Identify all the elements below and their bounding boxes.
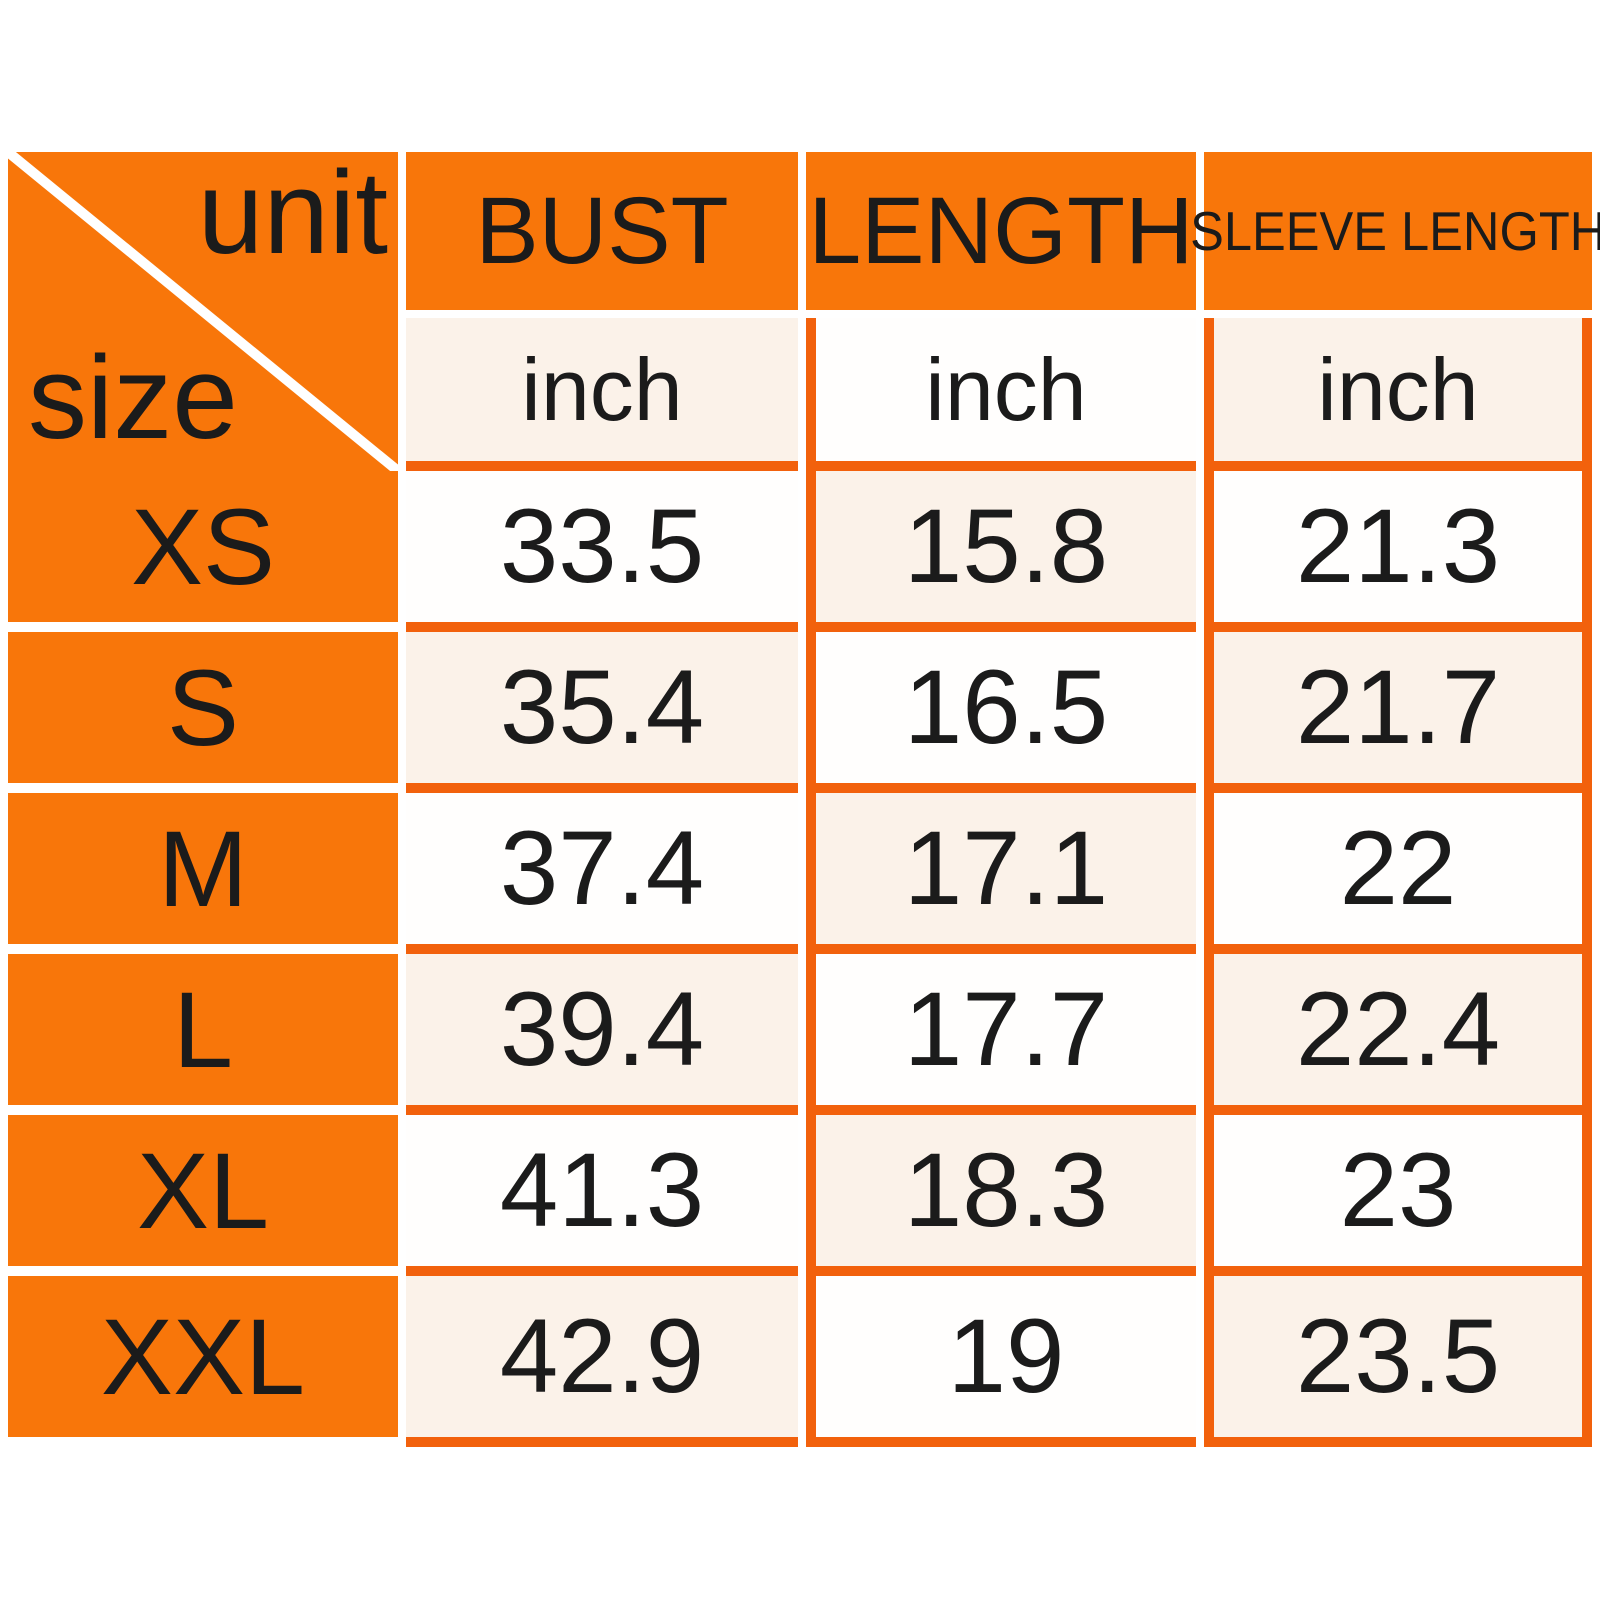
diagonal-divider-line bbox=[8, 152, 398, 471]
column-header-sleeve-length: SLEEVE LENGTH bbox=[1190, 152, 1600, 310]
unit-cell-sleeve-length: inch bbox=[1204, 318, 1592, 471]
measurement-xs-sleeve: 21.3 bbox=[1204, 471, 1592, 632]
size-row-label-m: M bbox=[8, 793, 398, 944]
measurement-xl-bust: 41.3 bbox=[406, 1115, 798, 1276]
measurement-xxl-sleeve: 23.5 bbox=[1204, 1276, 1592, 1447]
measurement-xs-bust: 33.5 bbox=[406, 471, 798, 632]
corner-header-cell: unit size bbox=[8, 152, 398, 471]
measurement-xs-length: 15.8 bbox=[806, 471, 1196, 632]
unit-cell-bust: inch bbox=[406, 318, 798, 471]
measurement-xxl-bust: 42.9 bbox=[406, 1276, 798, 1447]
column-header-bust: BUST bbox=[406, 152, 798, 310]
measurement-s-length: 16.5 bbox=[806, 632, 1196, 793]
column-header-length: LENGTH bbox=[806, 152, 1196, 310]
column-header-sleeve-length-text: SLEEVE LENGTH bbox=[1189, 199, 1600, 262]
measurement-l-bust: 39.4 bbox=[406, 954, 798, 1115]
unit-label: unit bbox=[197, 147, 388, 279]
measurement-xl-length: 18.3 bbox=[806, 1115, 1196, 1276]
size-label: size bbox=[28, 332, 238, 464]
measurement-xxl-length: 19 bbox=[806, 1276, 1196, 1447]
measurement-l-length: 17.7 bbox=[806, 954, 1196, 1115]
measurement-l-sleeve: 22.4 bbox=[1204, 954, 1592, 1115]
size-row-label-xs: XS bbox=[8, 471, 398, 622]
column-header-bust-text: BUST bbox=[475, 177, 729, 284]
measurement-m-length: 17.1 bbox=[806, 793, 1196, 954]
size-row-label-s: S bbox=[8, 632, 398, 783]
measurement-m-sleeve: 22 bbox=[1204, 793, 1592, 954]
unit-cell-length: inch bbox=[806, 318, 1196, 471]
size-row-label-xl: XL bbox=[8, 1115, 398, 1266]
column-header-length-text: LENGTH bbox=[808, 177, 1194, 284]
measurement-s-bust: 35.4 bbox=[406, 632, 798, 793]
size-row-label-l: L bbox=[8, 954, 398, 1105]
size-chart-table: unit size BUST LENGTH SLEEVE LENGTH inch… bbox=[8, 152, 1600, 1447]
size-row-label-xxl: XXL bbox=[8, 1276, 398, 1437]
measurement-s-sleeve: 21.7 bbox=[1204, 632, 1592, 793]
measurement-xl-sleeve: 23 bbox=[1204, 1115, 1592, 1276]
measurement-m-bust: 37.4 bbox=[406, 793, 798, 954]
